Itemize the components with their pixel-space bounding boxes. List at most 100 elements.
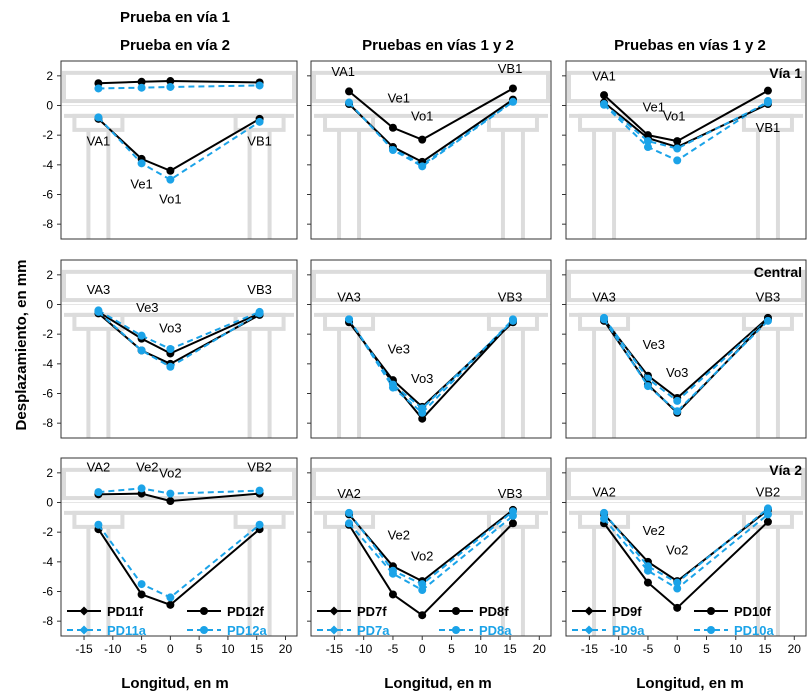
bridge-sketch [567,269,805,438]
bridge-deck [567,70,805,104]
bridge-sketch [62,467,296,636]
data-point-1-1 [137,484,146,493]
data-point-3-2 [166,593,175,602]
data-point-3-3 [255,81,264,90]
panel-frame [565,457,807,637]
point-label: VA3 [87,282,111,297]
data-point-3-0 [94,307,103,316]
data-point-3-2 [673,584,682,593]
point-label: Vo3 [411,371,433,386]
data-point-1-2 [166,489,175,498]
point-label: VA1 [331,64,355,79]
y-tick-label: -8 [42,416,53,430]
bridge-deck [62,70,296,104]
series-line-2 [348,522,514,617]
col-titles: Prueba en vía 1 Prueba en vía 2 Pruebas … [120,9,766,54]
bridge-deck [62,467,296,501]
point-label: Ve1 [130,177,152,192]
series-line-3 [348,318,514,410]
col-title-2: Pruebas en vías 1 y 2 [362,37,514,54]
y-tick-label: 0 [46,99,53,113]
data-point-2-1 [137,590,146,599]
strip-label-0: Vía 1 [769,65,802,81]
series-line-1 [603,317,769,403]
point-label: VB3 [498,486,523,501]
data-point-3-0 [600,315,609,324]
point-label: Ve1 [388,91,410,106]
y-tick-label: -6 [42,585,53,599]
legend-0: PD11f PD12f PD11a PD12a [67,604,268,638]
panel-frame [60,259,298,439]
x-tick-label: 10 [729,642,743,656]
data-point-3-3 [763,98,772,107]
data-point-0-0 [600,91,609,100]
y-tick-label: 2 [46,69,53,83]
data-point-2-1 [137,77,146,86]
legend-2: PD9f PD10f PD9a PD10a [572,604,775,638]
y-tick-label: -2 [42,128,53,142]
data-point-3-0 [600,100,609,109]
legend-marker [584,625,594,635]
data-point-1-2 [166,175,175,184]
panel-frame [310,60,552,240]
legend-label: PD11a [107,623,147,638]
point-label: Ve2 [388,528,410,543]
bridge-sketch [312,269,550,438]
legend-label: PD7a [357,623,390,638]
legend-marker [79,606,89,616]
point-label: Ve2 [136,459,158,474]
y-tick-label: 2 [46,466,53,480]
point-label: VB1 [756,120,781,135]
series-line-3 [603,318,769,413]
series-line-3 [348,100,514,168]
point-label: Vo2 [411,548,433,563]
y-tick-label: 0 [46,496,53,510]
pier-cap-1 [486,113,539,132]
point-label: Ve3 [388,341,410,356]
data-point-1-1 [137,331,146,340]
x-axis-label-2: Longitud, en m [384,675,491,691]
bridge-deck [312,70,550,104]
x-tick-label: -5 [643,642,654,656]
data-point-3-2 [418,162,427,171]
col-title-1a: Prueba en vía 1 [120,9,230,26]
data-point-2-2 [166,77,175,86]
data-point-0-1 [388,123,397,132]
x-tick-label: -15 [581,642,599,656]
x-tick-label: -5 [136,642,147,656]
x-tick-label: 0 [419,642,426,656]
x-tick-label: -10 [355,642,373,656]
x-tick-label: 15 [503,642,517,656]
data-point-3-3 [255,520,264,529]
y-tick-label: 2 [46,268,53,282]
data-point-1-2 [166,345,175,353]
series-line-0 [98,492,260,503]
y-tick-label: -2 [42,327,53,341]
data-point-3-0 [345,315,354,324]
x-tick-label: 5 [448,642,455,656]
data-point-3-2 [166,82,175,91]
pier-cap-0 [323,312,376,331]
data-point-0-3 [763,86,772,95]
point-label: Ve3 [643,337,665,352]
data-point-3-2 [166,362,175,371]
legend-label: PD7f [357,604,387,619]
data-point-1-3 [763,504,772,513]
point-label: Ve2 [643,523,665,538]
series-line-2 [97,528,261,606]
series-line-2 [603,101,769,149]
data-point-2-2 [166,600,175,609]
series-line-3 [348,515,514,592]
series-line-1 [603,507,769,584]
point-label: VB3 [498,290,523,305]
data-point-3-0 [94,520,103,529]
panel-frame [60,457,298,637]
legend-label: PD8f [479,604,509,619]
data-point-3-3 [763,316,772,325]
bridge-sketch [312,70,550,239]
point-label: VA1 [87,134,111,149]
legend-label: PD10f [734,604,772,619]
